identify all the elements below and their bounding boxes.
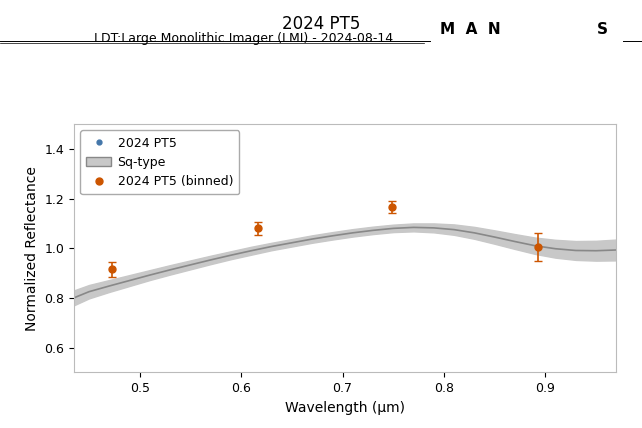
Legend: 2024 PT5, Sq-type, 2024 PT5 (binned): 2024 PT5, Sq-type, 2024 PT5 (binned) <box>80 131 239 194</box>
Text: M  A  N: M A N <box>440 22 500 38</box>
Text: 2024 PT5: 2024 PT5 <box>282 15 360 33</box>
Y-axis label: Normalized Reflectance: Normalized Reflectance <box>24 166 39 331</box>
Text: S: S <box>597 22 608 38</box>
X-axis label: Wavelength (μm): Wavelength (μm) <box>285 401 405 415</box>
Text: LDT:Large Monolithic Imager (LMI) - 2024-08-14: LDT:Large Monolithic Imager (LMI) - 2024… <box>94 32 394 45</box>
